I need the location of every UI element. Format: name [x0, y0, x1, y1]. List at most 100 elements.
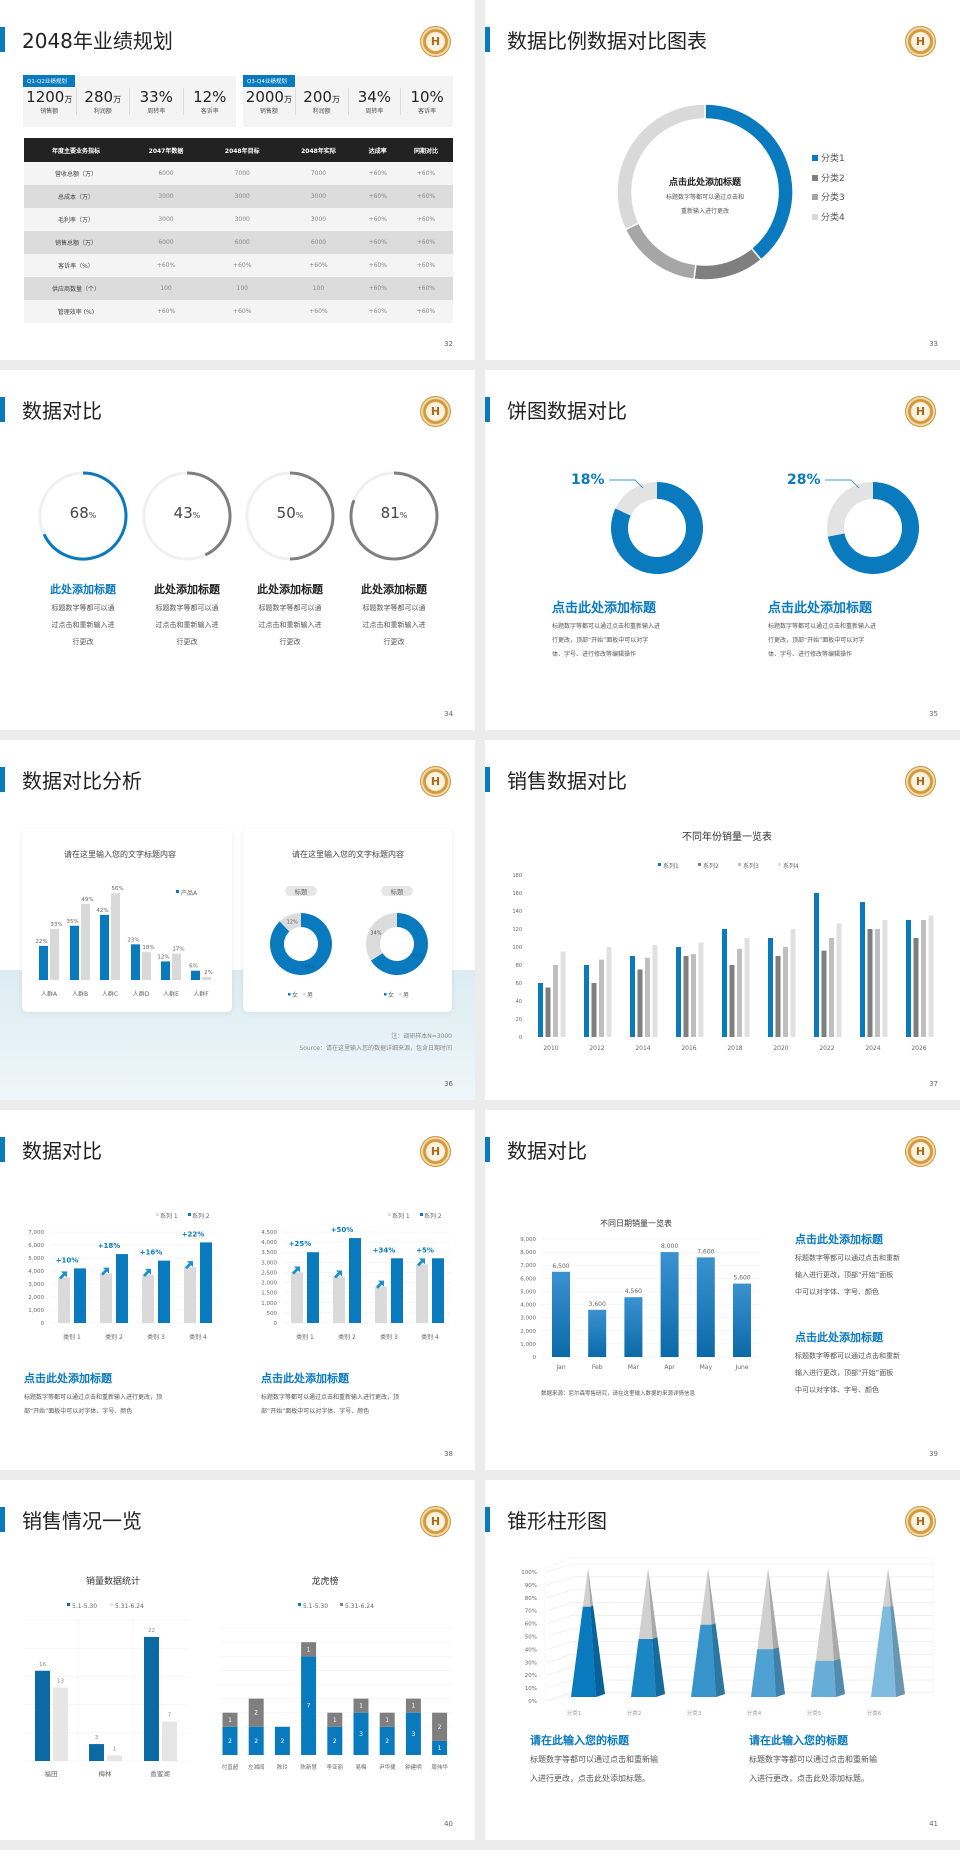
table-row: 销售总额（万） 6000 6000 6000 +60% +60%	[24, 231, 453, 254]
y-tick-label: 30%	[525, 1660, 537, 1666]
sample-note: 注：调研样本N=3000	[391, 1033, 452, 1040]
metric-number: 280	[84, 88, 114, 106]
item-heading: 点击此处添加标题	[261, 1372, 349, 1385]
metric-value: 12%	[184, 88, 237, 106]
gridline	[546, 1679, 933, 1689]
legend-label: 女	[292, 991, 298, 999]
cone-value-side	[773, 1647, 785, 1697]
slide-34[interactable]: 数据对比 H 68% 此处添加标题 标题数字等都可以通 过点击和重新输入进 行更改 43%…	[0, 370, 475, 730]
slide-41[interactable]: 锥形柱形图 H 0% 10% 20% 30% 40% 50% 60% 70% 80% 90% 100…	[485, 1480, 960, 1840]
y-tick-label: 90%	[525, 1583, 537, 1589]
legend-swatch	[698, 863, 701, 866]
data-label: 22	[148, 1628, 155, 1634]
table-cell: 销售总额（万）	[24, 231, 128, 254]
segment-label: 1	[411, 1703, 415, 1710]
slide-40[interactable]: 销售情况一览 H 销量数据统计 5.1-5.30 5.31-6.24 16 13 福田 3 1…	[0, 1480, 475, 1840]
item-text: 标题数字等都可以通过点击和重新输入进	[552, 623, 661, 630]
stacked-bar-segment	[327, 1726, 343, 1755]
item-heading: 点击此处添加标题	[795, 1233, 883, 1246]
legend-swatch	[812, 174, 818, 181]
data-label: 49%	[81, 897, 93, 903]
slide-37[interactable]: 销售数据对比 H 不同年份销量一览表 系列1 系列2 系列3 系列4 0 20 40 60 80 1…	[485, 740, 960, 1100]
slide-39[interactable]: 数据对比 H 不同日期销量一览表 0 1,000 2,000 3,000 4,000 5,0…	[485, 1110, 960, 1470]
bar	[652, 945, 658, 1037]
data-label: 56%	[111, 886, 123, 892]
page-number: 39	[929, 1450, 938, 1458]
item-text: 中可以对字体、字号、颜色	[795, 1386, 879, 1394]
legend-item: 分类3	[812, 189, 845, 209]
slide-32[interactable]: 2048年业绩规划 H Q1-Q2业绩规划 1200万 销售额 280万 利润额 33% 周…	[0, 0, 475, 360]
growth-arrow-icon	[185, 1261, 193, 1270]
legend-label: 男	[403, 992, 409, 999]
table-cell: +60%	[356, 162, 399, 185]
column-header: 2047年数据	[127, 138, 205, 162]
y-tick-label: 0	[274, 1321, 278, 1327]
stacked-bar-segment	[379, 1712, 395, 1727]
stacked-bar-segment	[248, 1726, 264, 1755]
item-heading: 点击此处添加标题	[552, 601, 657, 616]
ring-number: 50	[276, 504, 296, 522]
title-accent-bar	[485, 767, 490, 792]
growth-label: +16%	[140, 1249, 163, 1257]
item-heading: 请在此输入您的标题	[530, 1734, 629, 1747]
data-label: 22%	[35, 939, 47, 945]
x-tick-label: 2018	[727, 1045, 742, 1052]
bar	[599, 959, 604, 1037]
bar	[391, 1258, 403, 1323]
legend-label: 系列 1	[392, 1212, 410, 1220]
cone-value-side	[711, 1623, 725, 1697]
metric: 280万 利润额	[77, 88, 130, 115]
y-tick-label: 8,000	[520, 1250, 536, 1256]
legend-swatch	[67, 1603, 70, 1606]
slide-35[interactable]: 饼图数据对比 H 18% 点击此处添加标题 标题数字等都可以通过点击和重新输入进 行更…	[485, 370, 960, 730]
column-header: 年度主要业务指标	[24, 138, 128, 162]
item-text: 输入进行更改，顶部“开始”面板	[795, 1369, 894, 1377]
bar	[860, 902, 865, 1037]
y-tick-label: 6,000	[520, 1276, 536, 1282]
slide-36[interactable]: 数据对比分析 H 请在这里输入您的文字标题内容 产品A 22% 33% 人群A 35% 49…	[0, 740, 475, 1100]
item-heading: 此处添加标题	[257, 583, 323, 596]
gridline	[546, 1641, 933, 1650]
item-text: 标题数字等都可以通	[362, 604, 426, 612]
logo-icon: H	[420, 396, 451, 427]
metric-label: 客诉率	[200, 108, 219, 115]
logo-letter: H	[430, 775, 441, 788]
item-text: 入进行更改，点击此处添加标题。	[749, 1774, 869, 1783]
growth-label: +10%	[56, 1256, 79, 1264]
x-tick-label: 香蜜湖	[150, 1769, 170, 1778]
table-cell: 100	[204, 277, 281, 300]
page-number: 41	[929, 1820, 938, 1828]
bar	[906, 920, 911, 1037]
chart-title: 请在这里输入您的文字标题内容	[64, 849, 176, 859]
logo-icon: H	[905, 1136, 936, 1167]
y-tick-label: 80	[516, 963, 522, 969]
ring-progress	[349, 471, 439, 561]
slide-title: 销售数据对比	[507, 769, 627, 793]
table-cell: 100	[127, 277, 205, 300]
ring-number: 43	[173, 504, 193, 522]
cone-value	[571, 1606, 596, 1697]
donut-slice	[370, 913, 428, 975]
chart-title: 销量数据统计	[86, 1575, 140, 1587]
metric-value: 200万	[296, 88, 348, 106]
legend-label: 分类2	[821, 173, 845, 184]
bar	[683, 956, 689, 1037]
metric-value: 2000万	[243, 88, 295, 106]
slide-38[interactable]: 数据对比 H 系列 1 系列 2 0 1,000 2,000 3,000 4,000 5,00…	[0, 1110, 475, 1470]
table-cell: +60%	[356, 208, 399, 231]
performance-table: 年度主要业务指标 2047年数据 2048年目标 2048年实际 达成率 同期对比 营收总额…	[24, 138, 453, 323]
gridline	[546, 1589, 933, 1599]
y-tick-label: 3,000	[520, 1316, 536, 1322]
x-tick-label: 人群D	[133, 990, 150, 998]
item-text: 标题数字等都可以通过点击和重新输入进行更改，顶	[24, 1394, 163, 1401]
segment-label: 1	[385, 1717, 389, 1724]
gridline	[546, 1602, 933, 1611]
y-tick-label: 500	[267, 1311, 278, 1317]
metric-number: 12%	[193, 88, 227, 106]
bar	[624, 1297, 643, 1357]
slide-33[interactable]: 数据比例数据对比图表 H 点击此处添加标题 标题数字等都可以通过点击和 重新输入…	[485, 0, 960, 360]
gridline	[546, 1563, 933, 1573]
table-cell: 7000	[204, 162, 281, 185]
bar	[116, 1254, 128, 1323]
